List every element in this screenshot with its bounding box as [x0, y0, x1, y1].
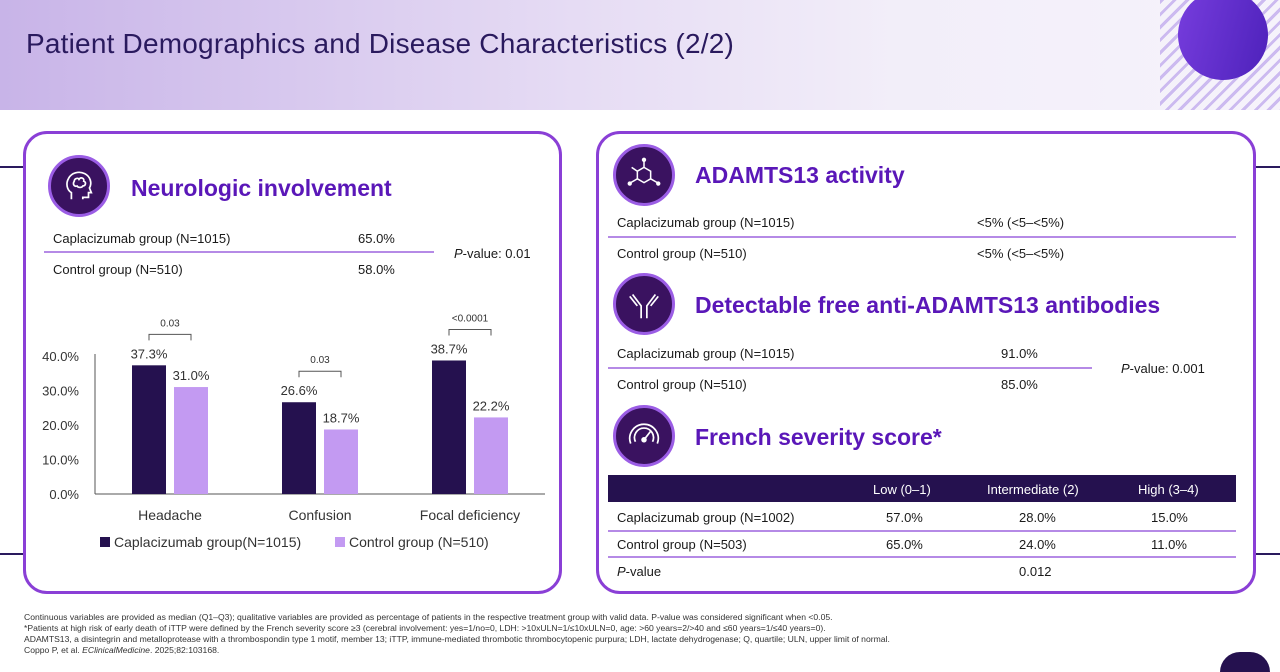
pvalue-label: 0.03: [310, 355, 330, 366]
legend-swatch: [335, 537, 345, 547]
data-label: 18.7%: [323, 410, 360, 425]
x-category-label: Confusion: [288, 507, 351, 523]
row-separator: [44, 251, 434, 253]
adamts-row-value: <5% (<5–<5%): [977, 246, 1065, 261]
x-category-label: Headache: [138, 507, 202, 523]
bar: [432, 360, 466, 494]
neuro-row-value: 58.0%: [358, 262, 395, 277]
row-separator: [608, 236, 1236, 238]
table-pvalue-label: P-value: [617, 564, 662, 579]
table-col-header: Low (0–1): [873, 482, 931, 497]
antibodies-heading: Detectable free anti-ADAMTS13 antibodies: [695, 292, 1161, 318]
divider-left: [0, 166, 24, 168]
data-label: 38.7%: [431, 341, 468, 356]
antibodies-row-label: Control group (N=510): [617, 377, 747, 392]
bar: [174, 387, 208, 494]
antibody-icon: [613, 273, 675, 335]
bar: [324, 429, 358, 494]
footnote: *Patients at high risk of early death of…: [24, 623, 826, 633]
data-label: 26.6%: [281, 383, 318, 398]
table-row-label: Caplacizumab group (N=1002): [617, 510, 795, 525]
legend-label: Caplacizumab group(N=1015): [114, 534, 301, 550]
antibodies-row-value: 91.0%: [1001, 346, 1038, 361]
table-header: [608, 475, 1236, 502]
bar: [474, 417, 508, 494]
brain-head-icon: [48, 155, 110, 217]
antibodies-pvalue: P-value: 0.001: [1121, 361, 1205, 376]
adamts-row-value: <5% (<5–<5%): [977, 215, 1065, 230]
pvalue-bracket: [298, 370, 342, 378]
adamts-row-label: Caplacizumab group (N=1015): [617, 215, 795, 230]
molecule-icon: [613, 144, 675, 206]
neurologic-heading: Neurologic involvement: [131, 175, 392, 201]
footnote: Continuous variables are provided as med…: [24, 612, 833, 622]
adamts-heading: ADAMTS13 activity: [695, 162, 905, 188]
y-tick-label: 10.0%: [42, 453, 79, 468]
data-label: 22.2%: [473, 398, 510, 413]
y-tick-label: 40.0%: [42, 349, 79, 364]
y-tick-label: 20.0%: [42, 418, 79, 433]
neuro-row-value: 65.0%: [358, 231, 395, 246]
table-cell: 65.0%: [886, 537, 923, 552]
row-separator: [608, 556, 1236, 558]
data-label: 37.3%: [131, 346, 168, 361]
neuro-row-label: Caplacizumab group (N=1015): [53, 231, 231, 246]
y-tick-label: 0.0%: [49, 487, 79, 502]
neuro-pvalue: P-value: 0.01: [454, 246, 531, 261]
legend-label: Control group (N=510): [349, 534, 489, 550]
divider-left-bottom: [0, 553, 24, 555]
pvalue-bracket: [448, 328, 492, 336]
legend-swatch: [100, 537, 110, 547]
x-category-label: Focal deficiency: [420, 507, 520, 523]
divider-right-bottom: [1256, 553, 1280, 555]
table-cell: 28.0%: [1019, 510, 1056, 525]
antibodies-row-value: 85.0%: [1001, 377, 1038, 392]
table-col-header: Intermediate (2): [987, 482, 1079, 497]
footnote: ADAMTS13, a disintegrin and metalloprote…: [24, 634, 890, 644]
pvalue-label: 0.03: [160, 318, 180, 329]
data-label: 31.0%: [173, 368, 210, 383]
french-heading: French severity score*: [695, 424, 942, 450]
adamts-panel: [596, 131, 1256, 594]
row-separator: [608, 530, 1236, 532]
divider-right: [1256, 166, 1280, 168]
table-row-label: Control group (N=503): [617, 537, 747, 552]
y-tick-label: 30.0%: [42, 384, 79, 399]
pvalue-label: <0.0001: [452, 313, 489, 324]
page-title: Patient Demographics and Disease Charact…: [26, 28, 734, 59]
table-col-header: High (3–4): [1138, 482, 1199, 497]
gauge-icon: [613, 405, 675, 467]
decorative-corner: [1220, 652, 1270, 672]
pvalue-bracket: [148, 333, 192, 341]
table-cell: 57.0%: [886, 510, 923, 525]
bar: [282, 402, 316, 494]
table-cell: 24.0%: [1019, 537, 1056, 552]
citation: Coppo P, et al. EClinicalMedicine. 2025;…: [24, 645, 220, 655]
adamts-row-label: Control group (N=510): [617, 246, 747, 261]
bar: [132, 365, 166, 494]
header-banner: Patient Demographics and Disease Charact…: [0, 0, 1280, 110]
neurologic-panel: [23, 131, 562, 594]
table-cell: 15.0%: [1151, 510, 1188, 525]
neuro-row-label: Control group (N=510): [53, 262, 183, 277]
table-cell: 11.0%: [1151, 537, 1187, 552]
row-separator: [608, 367, 1092, 369]
antibodies-row-label: Caplacizumab group (N=1015): [617, 346, 795, 361]
table-pvalue: 0.012: [1019, 564, 1052, 579]
